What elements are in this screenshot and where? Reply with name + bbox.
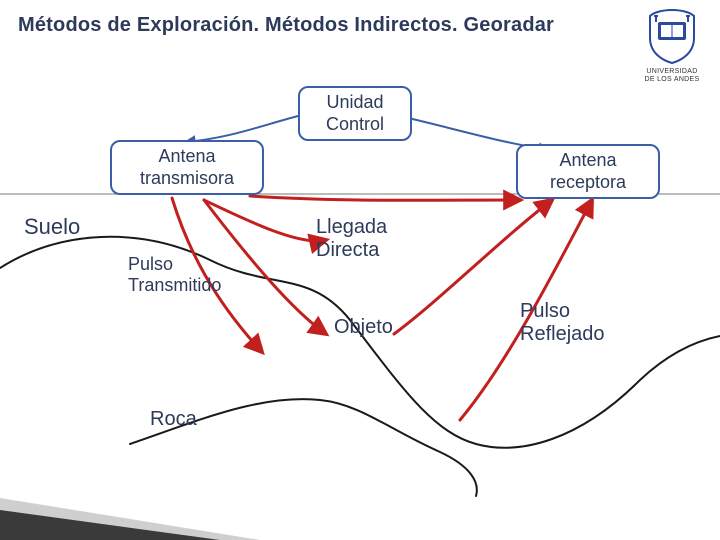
decorative-wedge xyxy=(0,450,260,540)
direct-arrival-label: LlegadaDirecta xyxy=(316,216,387,262)
object-label: Objeto xyxy=(334,316,393,339)
stage: Métodos de Exploración. Métodos Indirect… xyxy=(0,0,720,540)
rock-label: Roca xyxy=(150,408,197,431)
soil-label: Suelo xyxy=(24,214,80,240)
transmitter-antenna-box: Antenatransmisora xyxy=(110,140,264,195)
control-unit-box: UnidadControl xyxy=(298,86,412,141)
transmitted-pulse-label: PulsoTransmitido xyxy=(128,254,221,296)
reflected-pulse-label: PulsoReflejado xyxy=(520,300,605,346)
receiver-antenna-box: Antenareceptora xyxy=(516,144,660,199)
